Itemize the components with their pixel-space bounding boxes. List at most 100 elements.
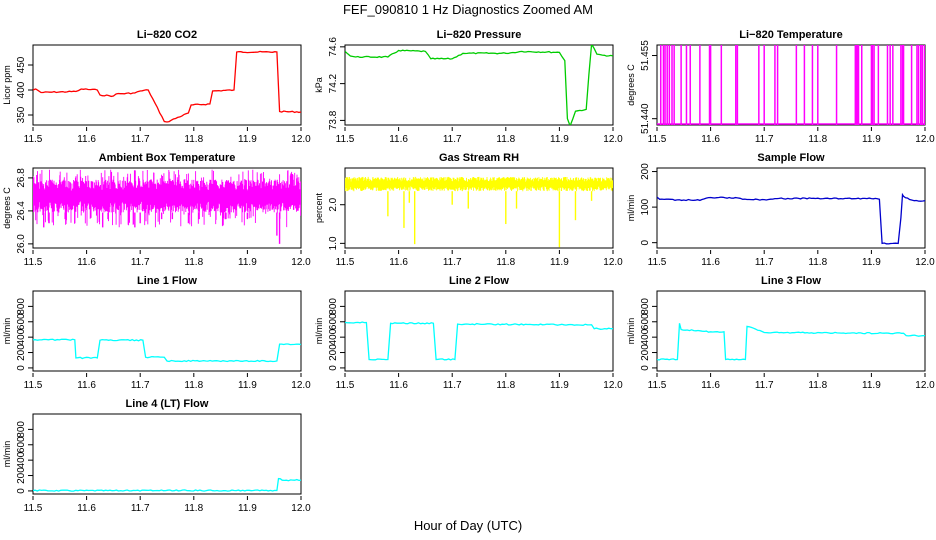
y-tick-label: 74.6 [328, 37, 339, 57]
x-tick-label: 11.7 [131, 503, 150, 514]
x-tick-label: 11.5 [336, 134, 355, 145]
series-line [657, 323, 925, 361]
y-tick-label: 400 [640, 328, 651, 345]
plot-frame [656, 290, 926, 372]
y-tick-label: 800 [640, 298, 651, 315]
x-tick-label: 11.8 [496, 380, 515, 391]
y-tick-label: 2.0 [328, 197, 339, 211]
x-tick-label: 11.5 [24, 134, 43, 145]
y-tick-label: 26.4 [16, 201, 27, 221]
x-tick-label: 11.7 [131, 134, 150, 145]
y-tick-label: 51.440 [640, 103, 651, 134]
plot-area [345, 176, 613, 248]
plot-frame [344, 44, 614, 126]
plot-area [33, 169, 301, 244]
y-axis-label: ml/min [314, 318, 324, 345]
x-tick-label: 11.6 [389, 380, 408, 391]
x-tick-label: 11.6 [389, 257, 408, 268]
plot-frame [656, 167, 926, 249]
chart-panel-8: Line 2 Flow 11.5 11.6 11.7 11.8 11.9 12.0 0 2004… [314, 275, 623, 391]
series-band [345, 176, 613, 192]
chart-panel-9: Line 3 Flow 11.5 11.6 11.7 11.8 11.9 12.0 0 2004… [626, 275, 935, 391]
x-tick-label: 12.0 [603, 257, 623, 268]
series-line [33, 338, 301, 363]
plot-frame [32, 413, 302, 495]
chart-panel-4: Ambient Box Temperature 11.5 11.6 11.7 11.8 1… [2, 152, 311, 268]
chart-title: Li−820 Temperature [739, 29, 842, 41]
chart-title: Line 1 Flow [137, 275, 197, 287]
chart-title: Li−820 Pressure [437, 29, 522, 41]
x-tick-label: 12.0 [291, 380, 311, 391]
chart-panel-10: Line 4 (LT) Flow 11.5 11.6 11.7 11.8 11.9 12.0… [2, 398, 311, 514]
series-line [657, 192, 925, 245]
x-tick-label: 11.6 [701, 134, 720, 145]
x-tick-label: 11.7 [443, 380, 462, 391]
x-tick-label: 11.9 [550, 134, 569, 145]
chart-panel-1: Li−820 CO2 11.5 11.6 11.7 11.8 11.9 12.0 350 400… [2, 29, 311, 145]
x-tick-label: 11.7 [755, 380, 774, 391]
x-tick-label: 11.7 [131, 380, 150, 391]
x-tick-label: 11.8 [808, 257, 827, 268]
x-tick-label: 11.8 [808, 380, 827, 391]
plot-frame [656, 44, 926, 126]
y-tick-label: 800 [16, 298, 27, 315]
figure-title: FEF_090810 1 Hz Diagnostics Zoomed AM [342, 2, 593, 17]
x-tick-label: 11.9 [862, 257, 881, 268]
y-tick-label: 200 [640, 163, 651, 180]
x-tick-label: 12.0 [915, 134, 935, 145]
y-tick-label: 400 [16, 81, 27, 98]
chart-title: Sample Flow [757, 152, 825, 164]
y-axis-label: ml/min [2, 318, 12, 345]
chart-title: Li−820 CO2 [137, 29, 197, 41]
x-tick-label: 11.5 [24, 380, 43, 391]
x-tick-label: 11.6 [701, 257, 720, 268]
x-tick-label: 12.0 [291, 134, 311, 145]
x-tick-label: 12.0 [291, 503, 311, 514]
y-tick-label: 51.455 [640, 40, 651, 71]
chart-title: Line 4 (LT) Flow [126, 398, 209, 410]
y-tick-label: 600 [16, 313, 27, 330]
chart-title: Line 3 Flow [761, 275, 821, 287]
x-tick-label: 11.5 [648, 257, 667, 268]
y-tick-label: 800 [16, 421, 27, 438]
x-tick-label: 11.9 [238, 134, 257, 145]
x-tick-label: 11.9 [862, 380, 881, 391]
x-tick-label: 12.0 [915, 257, 935, 268]
plot-area [657, 192, 925, 245]
chart-title: Line 2 Flow [449, 275, 509, 287]
y-axis-label: kPa [314, 77, 324, 93]
x-tick-label: 11.5 [24, 257, 43, 268]
y-axis-label: Licor ppm [2, 65, 12, 105]
chart-title: Ambient Box Temperature [99, 152, 236, 164]
x-tick-label: 11.9 [862, 134, 881, 145]
y-tick-label: 600 [16, 436, 27, 453]
series-band [33, 169, 301, 228]
y-tick-label: 0 [640, 239, 651, 245]
series-line [345, 321, 613, 361]
x-tick-label: 11.9 [238, 503, 257, 514]
x-tick-label: 11.5 [336, 380, 355, 391]
y-tick-label: 0 [640, 365, 651, 371]
x-tick-label: 11.5 [24, 503, 43, 514]
x-tick-label: 11.7 [443, 257, 462, 268]
y-tick-label: 0 [16, 488, 27, 494]
y-axis-label: degrees C [626, 64, 636, 106]
chart-panel-2: Li−820 Pressure 11.5 11.6 11.7 11.8 11.9 12.0 7… [314, 29, 623, 145]
chart-panel-5: Gas Stream RH 11.5 11.6 11.7 11.8 11.9 12.0 1.0… [314, 152, 623, 268]
y-axis-label: ml/min [626, 195, 636, 222]
y-tick-label: 200 [328, 344, 339, 361]
x-tick-label: 11.5 [648, 380, 667, 391]
y-tick-label: 600 [328, 313, 339, 330]
x-tick-label: 11.8 [184, 257, 203, 268]
y-tick-label: 400 [16, 328, 27, 345]
y-tick-label: 200 [16, 344, 27, 361]
chart-title: Gas Stream RH [439, 152, 519, 164]
x-tick-label: 11.9 [238, 380, 257, 391]
plot-frame [344, 290, 614, 372]
figure-x-axis-label: Hour of Day (UTC) [413, 518, 523, 533]
plot-area [657, 323, 925, 361]
y-tick-label: 26.0 [16, 234, 27, 254]
y-tick-label: 600 [640, 313, 651, 330]
y-tick-label: 73.8 [328, 110, 339, 130]
